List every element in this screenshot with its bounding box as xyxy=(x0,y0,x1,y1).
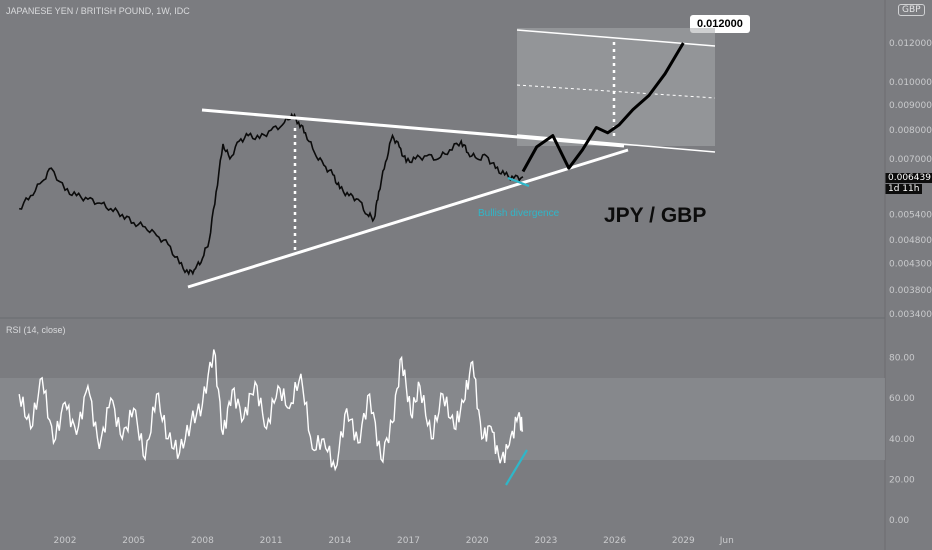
price-tick-label: 0.004300 xyxy=(889,260,932,270)
projection-path xyxy=(521,42,685,173)
price-tick-label: 0.009000 xyxy=(889,101,932,111)
price-tick-label: 0.007000 xyxy=(889,155,932,165)
time-tick-label: 2005 xyxy=(122,536,145,546)
rsi-series xyxy=(18,349,524,472)
rsi-axis: 80.00 60.00 40.00 20.00 0.00 xyxy=(889,354,915,526)
price-tick-label: 0.003400 xyxy=(889,310,932,320)
rsi-band xyxy=(0,378,885,460)
time-tick-label: 2014 xyxy=(328,536,351,546)
lower-trendline xyxy=(187,148,629,289)
rsi-tick-label: 60.00 xyxy=(889,394,915,404)
price-divergence-line xyxy=(507,176,530,188)
countdown-tag: 1d 11h xyxy=(885,184,923,194)
rsi-tick-label: 20.00 xyxy=(889,475,915,485)
projection-line xyxy=(521,42,685,173)
pair-label: JPY / GBP xyxy=(604,204,707,227)
price-axis: 0.012000 0.010000 0.009000 0.008000 0.007000… xyxy=(889,39,932,320)
price-tick-label: 0.003800 xyxy=(889,286,932,296)
rsi-line xyxy=(18,349,524,472)
rsi-title: RSI (14, close) xyxy=(6,325,66,335)
time-tick-label: 2017 xyxy=(397,536,420,546)
price-tick-label: 0.010000 xyxy=(889,78,932,88)
price-series xyxy=(19,112,524,276)
time-tick-label: 2002 xyxy=(54,536,77,546)
time-tick-label: 2008 xyxy=(191,536,214,546)
rsi-tick-label: 80.00 xyxy=(889,354,915,364)
price-tick-label: 0.004800 xyxy=(889,236,932,246)
rsi-tick-label: 40.00 xyxy=(889,435,915,445)
price-line xyxy=(19,112,524,276)
time-tick-label: Jun xyxy=(719,536,734,546)
time-tick-label: 2011 xyxy=(260,536,283,546)
price-tick-label: 0.005400 xyxy=(889,211,932,221)
symbol-title: JAPANESE YEN / BRITISH POUND, 1W, IDC xyxy=(6,6,190,16)
time-tick-label: 2020 xyxy=(466,536,489,546)
rsi-tick-label: 0.00 xyxy=(889,516,909,526)
time-tick-label: 2023 xyxy=(534,536,557,546)
price-tick-label: 0.008000 xyxy=(889,126,932,136)
time-tick-label: 2026 xyxy=(603,536,626,546)
time-axis: 2002 2005 2008 2011 2014 2017 2020 2023 2026 2029… xyxy=(54,536,734,546)
rsi-divergence-line xyxy=(505,449,528,486)
price-tick-label: 0.012000 xyxy=(889,39,932,49)
currency-badge[interactable]: GBP xyxy=(898,4,925,16)
current-price-tag: 0.006439 xyxy=(885,173,932,183)
divergence-note: Bullish divergence xyxy=(478,208,560,219)
time-tick-label: 2029 xyxy=(672,536,695,546)
